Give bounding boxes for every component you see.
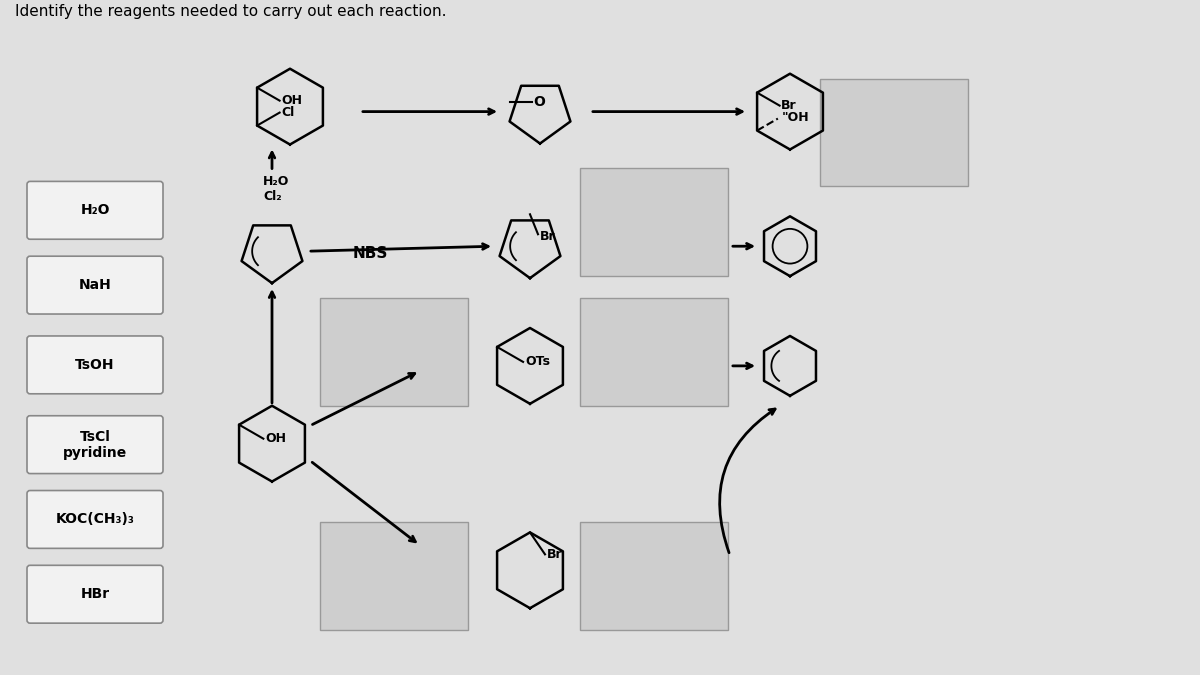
- Text: O: O: [534, 95, 546, 109]
- Text: Cl: Cl: [281, 106, 294, 119]
- Text: Cl₂: Cl₂: [263, 190, 282, 203]
- Bar: [580, 169, 728, 276]
- Text: Br: Br: [540, 230, 556, 243]
- Bar: [320, 298, 468, 406]
- FancyBboxPatch shape: [28, 416, 163, 474]
- FancyBboxPatch shape: [28, 336, 163, 394]
- Text: NaH: NaH: [79, 278, 112, 292]
- Bar: [580, 298, 728, 406]
- Text: "OH: "OH: [781, 111, 809, 124]
- Text: Br: Br: [547, 548, 563, 561]
- Text: H₂O: H₂O: [263, 175, 289, 188]
- Text: OH: OH: [265, 432, 287, 446]
- Bar: [820, 79, 968, 186]
- Text: H₂O: H₂O: [80, 203, 109, 217]
- Text: Br: Br: [781, 99, 797, 112]
- FancyBboxPatch shape: [28, 565, 163, 623]
- Text: TsCl
pyridine: TsCl pyridine: [62, 429, 127, 460]
- Text: TsOH: TsOH: [76, 358, 115, 372]
- Bar: [580, 522, 728, 630]
- FancyBboxPatch shape: [28, 256, 163, 314]
- Text: NBS: NBS: [353, 246, 388, 261]
- Text: OTs: OTs: [526, 356, 550, 369]
- Text: Identify the reagents needed to carry out each reaction.: Identify the reagents needed to carry ou…: [14, 4, 446, 19]
- Text: OH: OH: [281, 94, 302, 107]
- FancyBboxPatch shape: [28, 491, 163, 548]
- Bar: [320, 522, 468, 630]
- Text: KOC(CH₃)₃: KOC(CH₃)₃: [55, 512, 134, 527]
- Text: HBr: HBr: [80, 587, 109, 601]
- FancyBboxPatch shape: [28, 182, 163, 239]
